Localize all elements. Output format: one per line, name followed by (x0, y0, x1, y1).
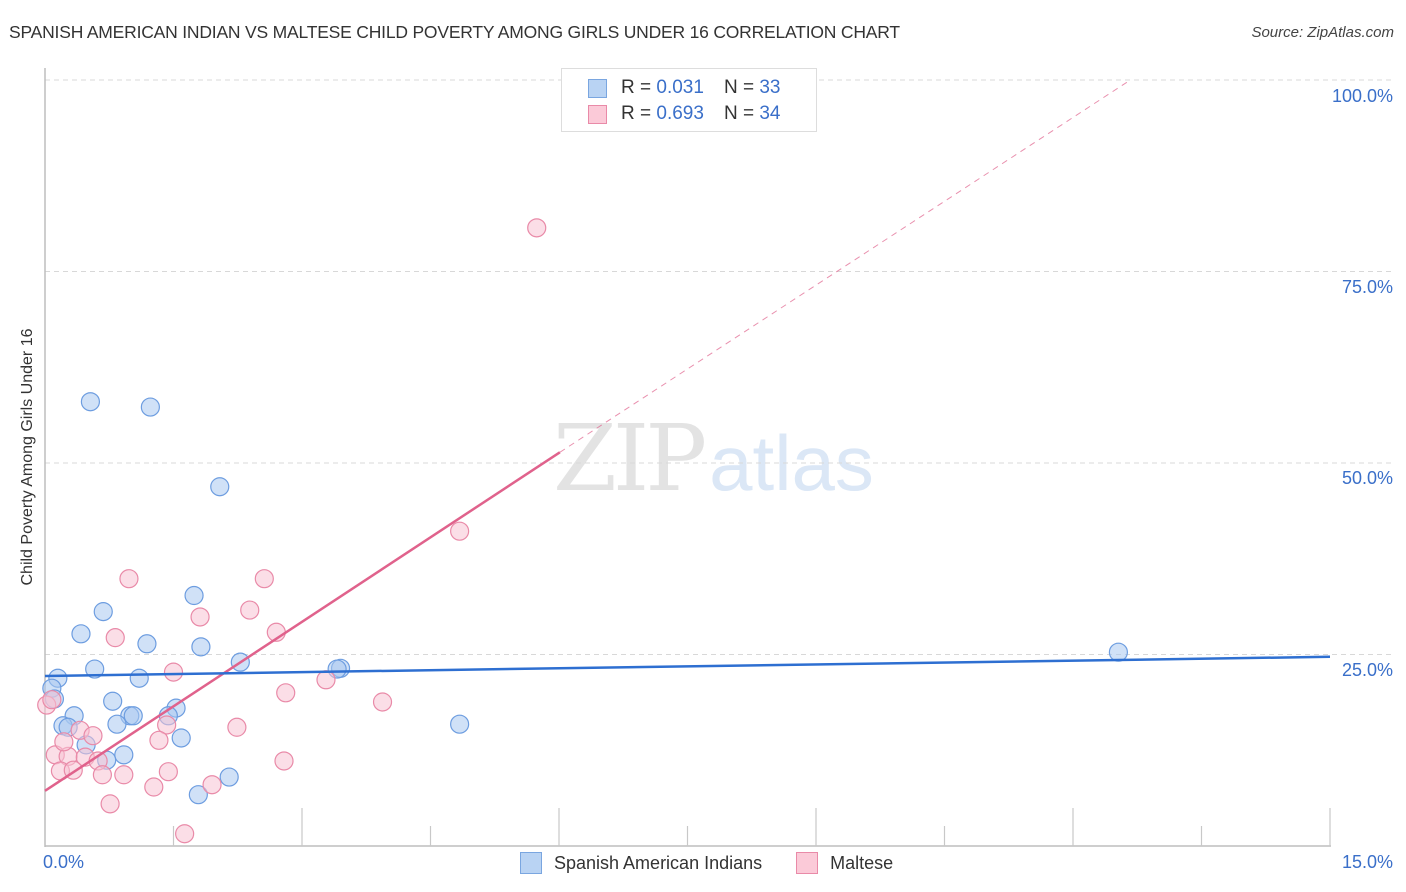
data-point[interactable] (276, 683, 296, 703)
legend-row-spanish-american-indians: R = 0.031 N = 33 (588, 76, 780, 100)
data-point[interactable] (227, 717, 247, 737)
x-tick-max: 15.0% (1341, 852, 1393, 872)
n-value: 33 (759, 77, 781, 98)
n-label: N = (723, 103, 755, 124)
data-point[interactable] (210, 477, 230, 497)
y-tick-100: 100.0% (1331, 86, 1393, 106)
data-point[interactable] (140, 397, 160, 417)
data-point[interactable] (119, 569, 139, 589)
legend-label: Maltese (830, 852, 894, 873)
n-label: N = (723, 77, 755, 98)
y-tick-75: 75.0% (1341, 277, 1393, 297)
data-point[interactable] (188, 785, 208, 805)
data-point[interactable] (219, 767, 239, 787)
maltese-trendline-extension (559, 79, 1131, 453)
data-point[interactable] (527, 218, 547, 238)
data-point[interactable] (114, 745, 134, 765)
series-spanish-american-indians (42, 392, 1129, 805)
data-point[interactable] (103, 691, 123, 711)
spanish-american-indians-trendline (44, 655, 1331, 678)
x-tick-min: 0.0% (43, 852, 85, 872)
data-point[interactable] (129, 668, 149, 688)
legend-label: Spanish American Indians (554, 852, 763, 873)
data-point[interactable] (105, 628, 125, 648)
data-point[interactable] (107, 714, 127, 734)
chart-title: SPANISH AMERICAN INDIAN VS MALTESE CHILD… (9, 22, 900, 42)
data-point[interactable] (137, 634, 157, 654)
data-point[interactable] (190, 607, 210, 627)
data-point[interactable] (184, 585, 204, 606)
data-point[interactable] (71, 624, 91, 644)
gridlines (45, 79, 1393, 655)
pink-swatch-icon (796, 852, 819, 874)
legend-row-maltese: R = 0.693 N = 34 (588, 102, 780, 126)
data-point[interactable] (80, 392, 101, 412)
legend-item-spanish-american-indians[interactable]: Spanish American Indians (520, 852, 762, 874)
data-point[interactable] (372, 692, 393, 712)
y-tick-50: 50.0% (1341, 468, 1393, 488)
r-value: 0.693 (656, 103, 704, 124)
series-legend: Spanish American Indians Maltese (520, 852, 927, 874)
data-point[interactable] (42, 690, 62, 710)
r-value: 0.031 (656, 77, 704, 98)
trendlines (44, 79, 1331, 792)
data-point[interactable] (316, 670, 336, 690)
legend-item-maltese[interactable]: Maltese (796, 852, 893, 874)
blue-swatch-icon (588, 78, 607, 98)
data-point[interactable] (100, 794, 120, 814)
maltese-trendline (44, 451, 561, 792)
data-point[interactable] (149, 730, 169, 750)
data-point[interactable] (254, 569, 274, 589)
data-point[interactable] (163, 662, 184, 682)
r-label: R = (621, 103, 652, 124)
source-credit: Source: ZipAtlas.com (1251, 24, 1394, 41)
data-point[interactable] (93, 602, 113, 622)
data-point[interactable] (202, 775, 222, 795)
data-point[interactable] (114, 765, 134, 785)
data-point[interactable] (171, 728, 191, 748)
data-point[interactable] (123, 706, 143, 726)
data-point[interactable] (158, 762, 178, 782)
blue-swatch-icon (520, 852, 542, 874)
data-point[interactable] (175, 824, 195, 844)
pink-swatch-icon (588, 104, 607, 124)
data-point[interactable] (54, 732, 74, 752)
r-label: R = (621, 77, 652, 98)
data-point[interactable] (450, 714, 470, 734)
correlation-legend: R = 0.031 N = 33 R = 0.693 N = 34 (561, 68, 817, 132)
data-point[interactable] (450, 521, 470, 541)
data-point[interactable] (274, 751, 294, 771)
series-maltese (37, 218, 547, 844)
data-point[interactable] (83, 726, 103, 746)
data-point[interactable] (85, 659, 105, 679)
y-tick-25: 25.0% (1341, 660, 1393, 680)
data-point[interactable] (1108, 642, 1129, 662)
n-value: 34 (759, 103, 781, 124)
data-point[interactable] (92, 765, 112, 785)
data-point[interactable] (191, 637, 211, 657)
data-point[interactable] (157, 715, 177, 735)
axes (44, 68, 1331, 847)
data-point[interactable] (144, 777, 164, 797)
data-point[interactable] (240, 600, 260, 620)
